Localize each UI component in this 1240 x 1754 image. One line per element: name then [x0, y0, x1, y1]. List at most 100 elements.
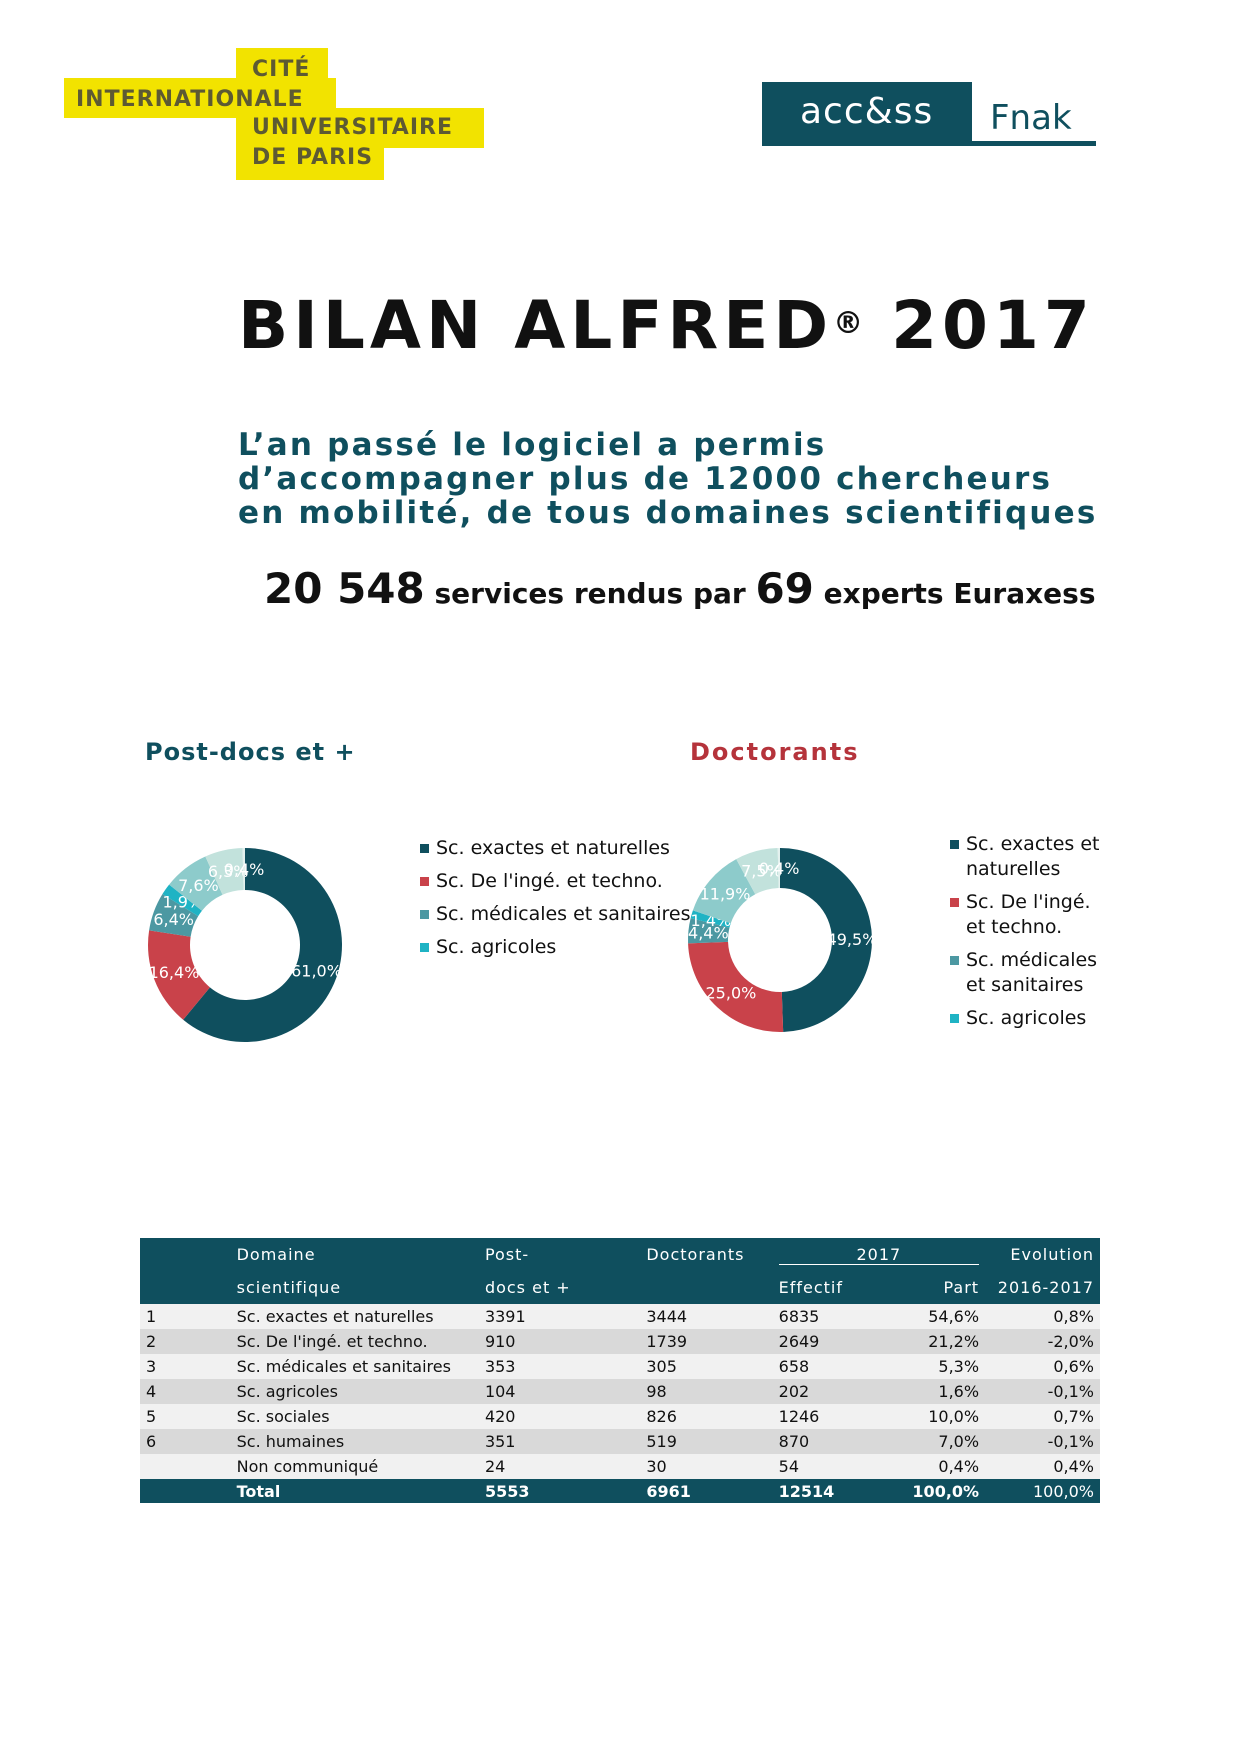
legend-label: Sc. médicales et sanitaires	[966, 949, 1098, 996]
row-domaine: Sc. médicales et sanitaires	[230, 1354, 479, 1379]
total-part: 100,0%	[879, 1479, 986, 1503]
legend-label: Sc. médicales et sanitaires	[436, 903, 691, 925]
slice-label: 0,4%	[224, 860, 265, 879]
donut-slice	[688, 918, 730, 944]
row-doct: 305	[640, 1354, 773, 1379]
experts-label: experts Euraxess	[823, 577, 1096, 610]
slice-label: 11,9%	[700, 885, 751, 904]
legend-swatch	[420, 877, 429, 886]
row-evolution: -0,1%	[985, 1379, 1100, 1404]
row-effectif: 1246	[772, 1404, 880, 1429]
header-effectif: Effectif	[772, 1271, 880, 1304]
table-row: 3 Sc. médicales et sanitaires 353 305 658 5,3…	[140, 1354, 1100, 1379]
legend-label: Sc. exactes et naturelles	[436, 837, 670, 859]
title-main: BILAN ALFRED	[238, 287, 834, 364]
row-doct: 98	[640, 1379, 773, 1404]
row-number: 4	[140, 1379, 231, 1404]
legend-swatch	[950, 956, 959, 965]
donut-slice	[149, 894, 199, 937]
row-domaine: Sc. sociales	[230, 1404, 479, 1429]
row-effectif: 658	[772, 1354, 880, 1379]
row-number: 5	[140, 1404, 231, 1429]
donut-slice	[162, 884, 202, 917]
legend-item: Sc. De l'ingé. et techno.	[420, 869, 691, 894]
row-doct: 1739	[640, 1329, 773, 1354]
row-post: 910	[478, 1329, 641, 1354]
row-part: 21,2%	[879, 1329, 986, 1354]
header-part: Part	[879, 1271, 986, 1304]
total-label: Total	[230, 1479, 479, 1503]
table-row: Non communiqué 24 30 54 0,4% 0,4%	[140, 1454, 1100, 1479]
slice-label: 49,5%	[827, 930, 878, 949]
ciup-line: CITÉ	[252, 57, 311, 82]
table-header-row: scientifique docs et + Effectif Part 201…	[140, 1271, 1100, 1304]
slice-label: 16,4%	[149, 963, 200, 982]
subtitle: L’an passé le logiciel a permis d’accomp…	[238, 427, 1098, 531]
donut-slice	[777, 848, 780, 889]
row-part: 5,3%	[879, 1354, 986, 1379]
row-evolution: -0,1%	[985, 1429, 1100, 1454]
logo-block	[236, 138, 384, 180]
donut-slice	[242, 848, 245, 891]
row-domaine: Non communiqué	[230, 1454, 479, 1479]
ciup-line: UNIVERSITAIRE	[252, 115, 453, 140]
row-post: 420	[478, 1404, 641, 1429]
donut-slice	[205, 848, 244, 895]
slice-label: 6,4%	[153, 910, 194, 929]
legend-item: Sc. agricoles	[950, 1006, 1110, 1031]
row-domaine: Sc. De l'ingé. et techno.	[230, 1329, 479, 1354]
total-effectif: 12514	[772, 1479, 880, 1503]
legend-label: Sc. agricoles	[436, 936, 557, 958]
row-part: 10,0%	[879, 1404, 986, 1429]
slice-label: 61,0%	[291, 962, 342, 981]
row-doct: 826	[640, 1404, 773, 1429]
slice-label: 7,6%	[178, 876, 219, 895]
donut-slice	[692, 859, 756, 924]
table-body: 1 Sc. exactes et naturelles 3391 3444 6835 54…	[140, 1304, 1100, 1479]
chart-title-postdocs: Post-docs et +	[145, 738, 356, 766]
fnak-logo: Fnak	[990, 98, 1072, 138]
access-logo-text: acc&ss	[800, 91, 934, 132]
header-evolution-2: 2016-2017	[985, 1271, 1100, 1304]
table-total-row: Total 5553 6961 12514 100,0% 100,0%	[140, 1479, 1100, 1503]
donut-slice	[169, 856, 223, 911]
legend-label: Sc. De l'ingé. et techno.	[966, 891, 1091, 938]
row-post: 353	[478, 1354, 641, 1379]
row-doct: 3444	[640, 1304, 773, 1329]
slice-label: 0,4%	[759, 859, 800, 878]
page-title: BILAN ALFRED® 2017	[238, 286, 1095, 366]
table-row: 6 Sc. humaines 351 519 870 7,0% -0,1%	[140, 1429, 1100, 1454]
header-domaine: Domaine	[230, 1238, 479, 1271]
row-part: 1,6%	[879, 1379, 986, 1404]
legend-item: Sc. exactes et naturelles	[950, 832, 1110, 882]
table-header-row: Domaine Post- Doctorants 2017 Evolution	[140, 1238, 1100, 1271]
row-part: 0,4%	[879, 1454, 986, 1479]
row-effectif: 54	[772, 1454, 880, 1479]
header-domaine-2: scientifique	[230, 1271, 479, 1304]
row-post: 3391	[478, 1304, 641, 1329]
row-effectif: 6835	[772, 1304, 880, 1329]
legend-item: Sc. De l'ingé. et techno.	[950, 890, 1110, 940]
registered-mark: ®	[833, 306, 864, 341]
row-part: 7,0%	[879, 1429, 986, 1454]
row-post: 351	[478, 1429, 641, 1454]
row-part: 54,6%	[879, 1304, 986, 1329]
row-doct: 519	[640, 1429, 773, 1454]
row-evolution: 0,4%	[985, 1454, 1100, 1479]
services-count: 20 548	[264, 564, 425, 613]
row-evolution: 0,6%	[985, 1354, 1100, 1379]
total-evolution: 100,0%	[985, 1479, 1100, 1503]
table-row: 1 Sc. exactes et naturelles 3391 3444 6835 54…	[140, 1304, 1100, 1329]
header-doct: Doctorants	[640, 1238, 773, 1271]
legend-item: Sc. agricoles	[420, 935, 691, 960]
row-number: 6	[140, 1429, 231, 1454]
ciup-line: DE PARIS	[252, 145, 374, 170]
row-number: 2	[140, 1329, 231, 1354]
ciup-logo: CITÉ INTERNATIONALE UNIVERSITAIRE DE PAR…	[64, 48, 484, 180]
legend-item: Sc. médicales et sanitaires	[420, 902, 691, 927]
legend-label: Sc. exactes et naturelles	[966, 833, 1100, 880]
total-doct: 6961	[640, 1479, 773, 1503]
header-post-2: docs et +	[478, 1271, 641, 1304]
table-row: 4 Sc. agricoles 104 98 202 1,6% -0,1%	[140, 1379, 1100, 1404]
donut-slice	[148, 930, 210, 1020]
